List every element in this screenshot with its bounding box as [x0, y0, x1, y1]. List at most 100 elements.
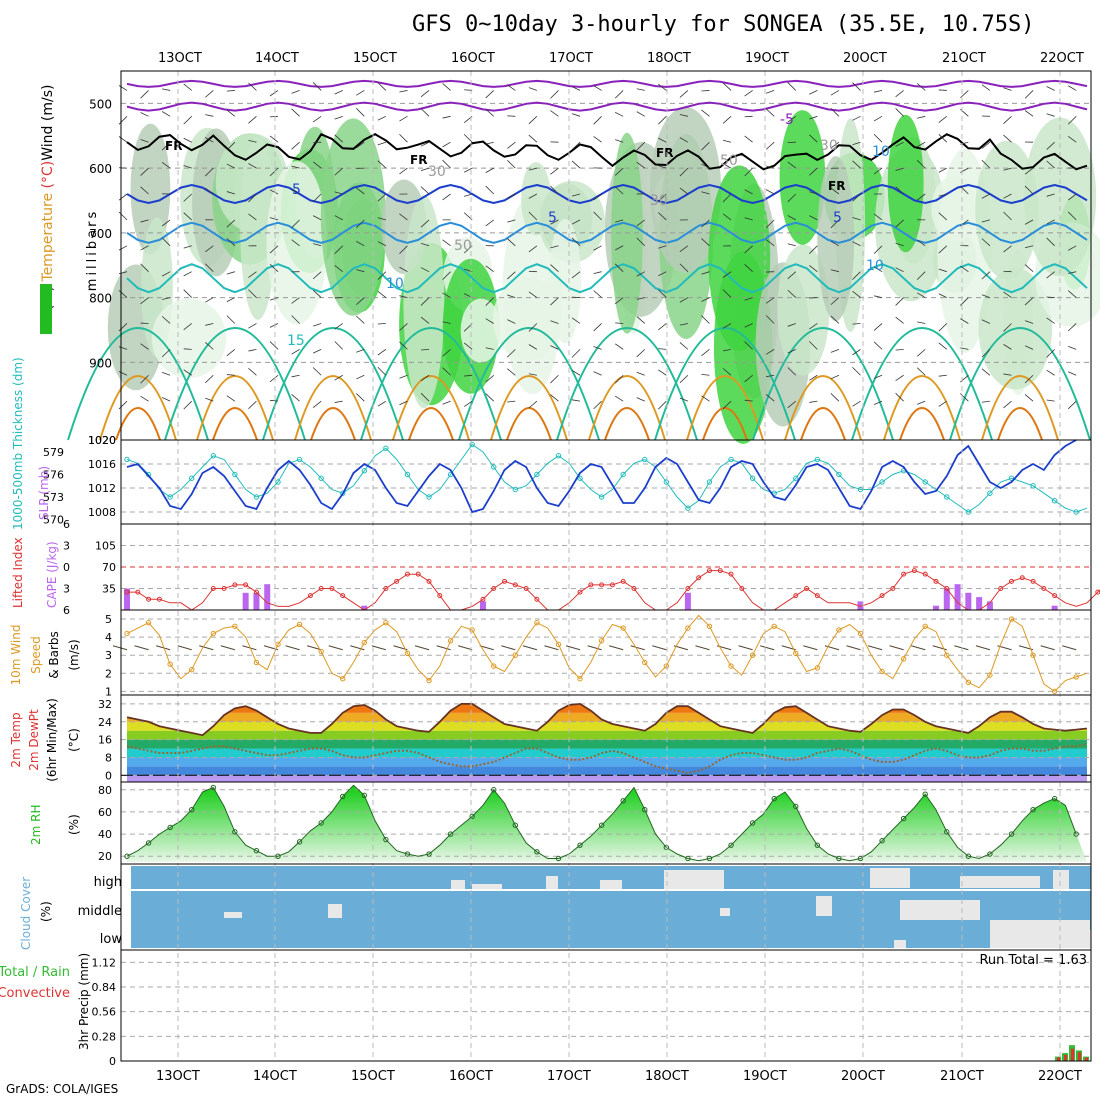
wind-barb: [226, 191, 235, 195]
thickness-point: [512, 486, 519, 493]
wind-barb: [571, 141, 581, 150]
thickness-point: [534, 471, 540, 478]
wind-barb: [226, 163, 236, 169]
wind-barb: [291, 90, 300, 94]
wind-barb: [571, 219, 581, 225]
wind-ylabel: 10m Wind: [9, 625, 23, 686]
wind-barb: [701, 163, 710, 169]
wind-speed-point: [253, 659, 260, 666]
wind-barb: [701, 349, 710, 357]
wind-barb: [420, 219, 430, 228]
thickness-point: [922, 479, 928, 485]
surface-temp-contour: [604, 407, 650, 441]
run-total: Run Total = 1.63: [979, 953, 1087, 968]
precip-panel: 0 0.28 0.56 0.84 1.12 Run Total = 1.63 Total /…: [0, 953, 1091, 1084]
wind-barb: [766, 374, 775, 378]
wind-barb: [485, 347, 494, 350]
wind-barb: [226, 90, 235, 92]
lifted-index-point: [793, 593, 799, 599]
rh-point: [555, 855, 562, 862]
thickness-point: [383, 445, 389, 451]
wind-barb: [658, 83, 667, 91]
cloud-gap: [900, 900, 980, 920]
rh-point: [340, 793, 346, 800]
wind-barb: [614, 186, 624, 195]
wind-barb: [614, 374, 624, 384]
wind-barb: [507, 193, 516, 199]
wind-barb: [960, 90, 969, 99]
wind-barb: [701, 315, 710, 324]
wind-barb: [701, 271, 710, 275]
wind-barb: [787, 271, 797, 280]
rh-point: [469, 813, 475, 820]
surface-temp-contour: [686, 375, 764, 441]
wind-barb: [442, 349, 451, 357]
wind-barb: [895, 242, 904, 247]
wind-barb: [981, 271, 991, 280]
rh-tick-label: 40: [98, 828, 112, 841]
wind-barb: [507, 84, 516, 91]
precip-label-total: Total / Rain: [0, 965, 70, 980]
wind-barb: [1046, 349, 1055, 358]
wind-barb: [307, 645, 322, 651]
wind-barb: [787, 193, 797, 203]
wind-barb: [269, 167, 279, 177]
wind-barb: [161, 237, 171, 247]
wind-barb: [248, 323, 257, 329]
wind-barb: [291, 374, 300, 378]
wind-barb: [744, 167, 753, 177]
wind-barb: [744, 90, 753, 97]
wind-barb: [420, 108, 430, 117]
cloud-gap: [600, 880, 622, 890]
wind-barb: [911, 645, 926, 651]
rh-line: [126, 784, 1077, 862]
wind-barb: [873, 115, 883, 122]
slp-ylabel: SLP (mb): [37, 466, 51, 520]
surface-temp-contour: [654, 327, 796, 441]
wind-barb: [1046, 160, 1055, 169]
footer-credit: GrADS: COLA/IGES: [6, 1082, 119, 1096]
wind-barb: [1024, 297, 1034, 306]
wind-barb: [852, 400, 861, 407]
thickness-point: [663, 479, 670, 485]
wind-barb: [701, 219, 710, 228]
wind-speed-point: [879, 668, 885, 675]
wind-barb: [614, 395, 624, 402]
wind-barb: [377, 115, 387, 121]
wind-barb: [1046, 317, 1055, 324]
wind-barb: [334, 215, 343, 221]
thickness-point: [598, 494, 605, 500]
wind-barb: [1003, 400, 1012, 409]
wind-barb: [722, 323, 732, 329]
lifted-index-point: [879, 593, 885, 599]
rh-point: [210, 784, 216, 791]
wind-barb: [248, 348, 257, 352]
lifted-index-line: [127, 570, 1100, 611]
wind-speed-point: [296, 621, 303, 628]
cape-bar: [684, 592, 691, 610]
wind-speed-point: [922, 623, 928, 629]
wind-barb: [938, 245, 948, 254]
wind-barb: [183, 116, 192, 125]
rh-point: [879, 838, 885, 844]
wind-barb: [248, 82, 257, 91]
wind-barb: [830, 269, 840, 273]
wind-barb: [571, 160, 581, 169]
cape-bar: [932, 605, 939, 610]
wind-barb: [722, 213, 732, 221]
wind-barb: [636, 237, 646, 247]
wind-barb: [609, 645, 624, 651]
lifted-index-point: [1008, 578, 1014, 584]
wind-barb: [420, 348, 430, 351]
wind-barb: [1003, 134, 1012, 143]
wind-barb: [205, 323, 214, 326]
cape-bar: [857, 601, 864, 610]
wind-barb: [787, 367, 797, 376]
wind-barb: [981, 141, 991, 149]
surface-temp-contour: [196, 375, 274, 441]
x-tick-label-top: 20OCT: [843, 51, 887, 66]
wind-ylabel: (m/s): [67, 639, 81, 670]
thickness-point: [469, 441, 475, 448]
wind-barb: [205, 342, 214, 350]
wind-barb: [809, 400, 818, 403]
